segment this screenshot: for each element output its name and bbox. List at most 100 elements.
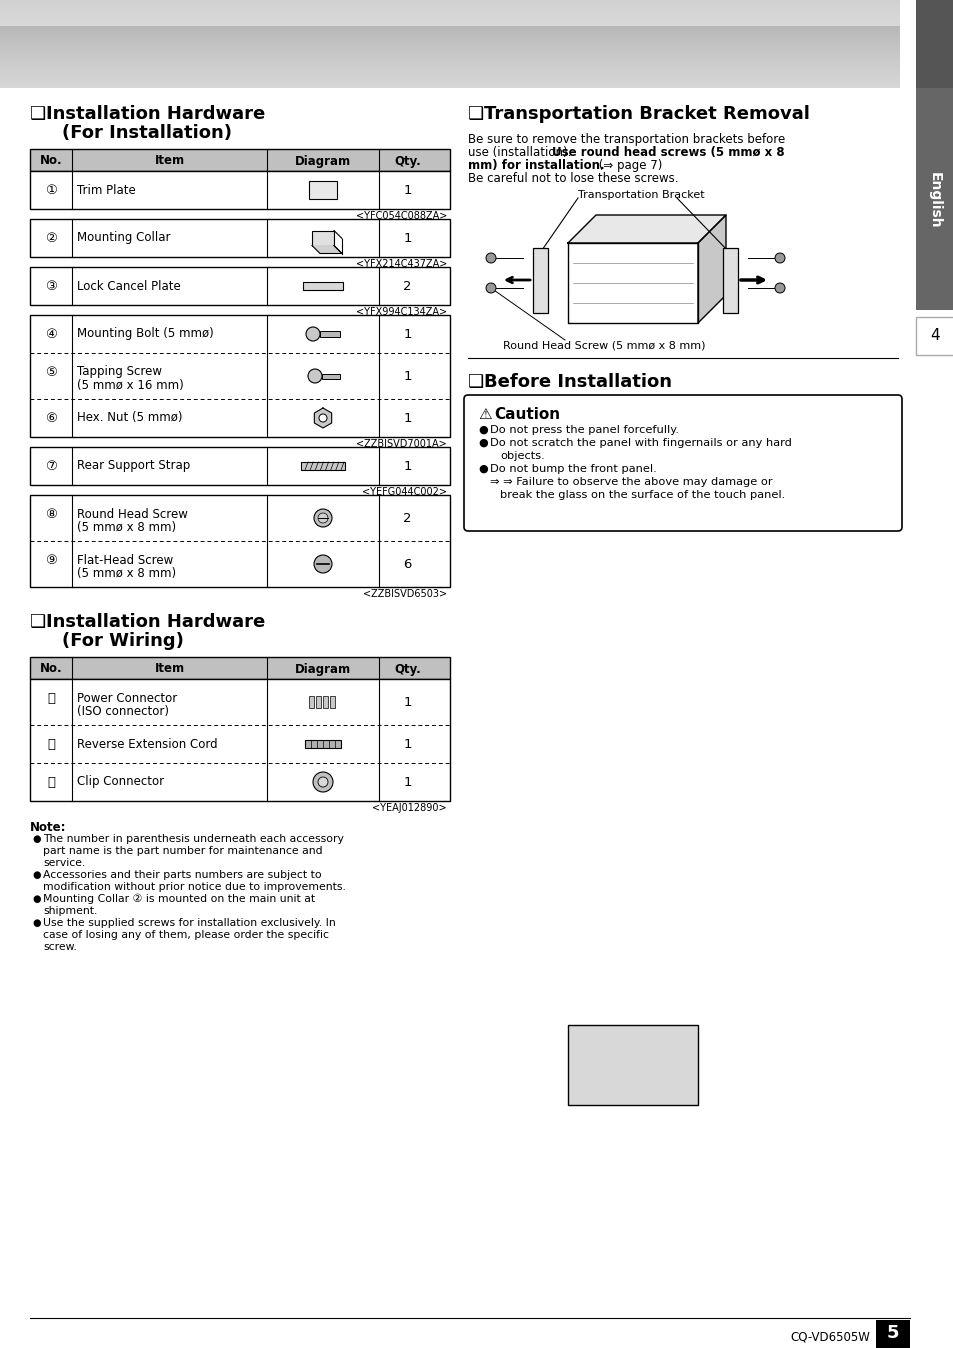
- Bar: [0, 38, 899, 39]
- Text: 2: 2: [403, 279, 412, 293]
- Text: 1: 1: [403, 696, 412, 709]
- Bar: [0, 46, 899, 47]
- Text: ⑦: ⑦: [45, 460, 57, 473]
- Bar: [0, 47, 899, 49]
- Circle shape: [317, 776, 328, 787]
- Bar: [0, 49, 899, 50]
- Bar: [915, 0, 953, 88]
- Text: Transportation Bracket: Transportation Bracket: [578, 190, 704, 200]
- Bar: [323, 696, 328, 708]
- Text: (5 mmø x 16 mm): (5 mmø x 16 mm): [77, 379, 184, 391]
- Bar: [0, 82, 899, 84]
- Circle shape: [308, 369, 322, 383]
- Bar: [0, 57, 899, 58]
- Text: 4: 4: [929, 329, 939, 344]
- Text: 1: 1: [403, 232, 412, 244]
- Text: part name is the part number for maintenance and: part name is the part number for mainten…: [43, 847, 322, 856]
- Text: ⇒ ⇒ Failure to observe the above may damage or: ⇒ ⇒ Failure to observe the above may dam…: [490, 477, 772, 487]
- Text: 1: 1: [403, 369, 412, 383]
- Text: Hex. Nut (5 mmø): Hex. Nut (5 mmø): [77, 411, 182, 425]
- Bar: [0, 49, 899, 51]
- Text: <YEFG044C002>: <YEFG044C002>: [361, 487, 447, 497]
- Bar: [30, 267, 450, 305]
- Bar: [0, 84, 899, 86]
- Bar: [0, 18, 899, 19]
- Text: <YFC054C088ZA>: <YFC054C088ZA>: [355, 212, 447, 221]
- Bar: [30, 315, 450, 437]
- Bar: [0, 30, 899, 32]
- Bar: [0, 59, 899, 61]
- Circle shape: [314, 555, 332, 573]
- Text: No.: No.: [40, 662, 62, 675]
- Text: (For Installation): (For Installation): [62, 124, 232, 142]
- Text: ●: ●: [32, 834, 40, 844]
- Text: 1: 1: [403, 460, 412, 473]
- Bar: [0, 86, 899, 88]
- Bar: [0, 74, 899, 75]
- Text: Do not bump the front panel.: Do not bump the front panel.: [490, 464, 656, 474]
- Text: ④: ④: [45, 328, 57, 341]
- Text: ●: ●: [32, 894, 40, 905]
- Text: <YEAJ012890>: <YEAJ012890>: [372, 803, 447, 813]
- Bar: [303, 282, 343, 290]
- Bar: [30, 150, 450, 171]
- Text: Qty.: Qty.: [394, 155, 420, 167]
- Circle shape: [774, 253, 784, 263]
- Bar: [30, 448, 450, 485]
- Text: Round Head Screw: Round Head Screw: [77, 507, 188, 520]
- Bar: [315, 696, 320, 708]
- Text: Tapping Screw: Tapping Screw: [77, 365, 162, 379]
- Bar: [0, 54, 899, 57]
- Bar: [0, 43, 899, 44]
- Text: 1: 1: [403, 737, 412, 751]
- Bar: [0, 36, 899, 39]
- Text: ●: ●: [477, 438, 487, 448]
- Text: ⑨: ⑨: [45, 554, 57, 566]
- Bar: [30, 679, 450, 801]
- Bar: [0, 16, 899, 18]
- Bar: [915, 317, 953, 355]
- Circle shape: [485, 283, 496, 293]
- Bar: [0, 34, 899, 35]
- Text: ⑬: ⑬: [47, 775, 55, 789]
- Text: Do not press the panel forcefully.: Do not press the panel forcefully.: [490, 425, 679, 435]
- Bar: [0, 67, 899, 69]
- Bar: [0, 61, 899, 63]
- Circle shape: [317, 514, 328, 523]
- Bar: [0, 12, 899, 15]
- Bar: [322, 373, 339, 379]
- Bar: [0, 7, 899, 9]
- Text: Do not scratch the panel with fingernails or any hard: Do not scratch the panel with fingernail…: [490, 438, 791, 448]
- Bar: [0, 62, 899, 63]
- Text: Use round head screws (5 mmø x 8: Use round head screws (5 mmø x 8: [552, 146, 783, 159]
- Bar: [30, 218, 450, 257]
- Text: ⑧: ⑧: [45, 507, 57, 520]
- Bar: [0, 85, 899, 86]
- Text: Mounting Collar ② is mounted on the main unit at: Mounting Collar ② is mounted on the main…: [43, 894, 314, 905]
- Text: 1: 1: [403, 411, 412, 425]
- Text: Mounting Collar: Mounting Collar: [77, 232, 171, 244]
- Bar: [309, 696, 314, 708]
- Text: Diagram: Diagram: [294, 155, 351, 167]
- Bar: [0, 77, 899, 78]
- Polygon shape: [312, 245, 341, 253]
- Bar: [0, 24, 899, 27]
- Text: service.: service.: [43, 857, 85, 868]
- Text: 1: 1: [403, 775, 412, 789]
- Bar: [0, 73, 899, 74]
- Text: Accessories and their parts numbers are subject to: Accessories and their parts numbers are …: [43, 869, 321, 880]
- Bar: [0, 24, 899, 26]
- Text: Item: Item: [154, 662, 184, 675]
- Bar: [0, 81, 899, 82]
- Text: ⑫: ⑫: [47, 737, 55, 751]
- Text: Before Installation: Before Installation: [483, 373, 671, 391]
- Bar: [0, 0, 899, 3]
- Bar: [305, 740, 340, 748]
- Text: case of losing any of them, please order the specific: case of losing any of them, please order…: [43, 930, 329, 940]
- Bar: [0, 5, 899, 7]
- Bar: [0, 8, 899, 9]
- Bar: [0, 35, 899, 36]
- Text: Trim Plate: Trim Plate: [77, 183, 135, 197]
- Text: mm) for installation.: mm) for installation.: [468, 159, 604, 173]
- Bar: [722, 248, 738, 313]
